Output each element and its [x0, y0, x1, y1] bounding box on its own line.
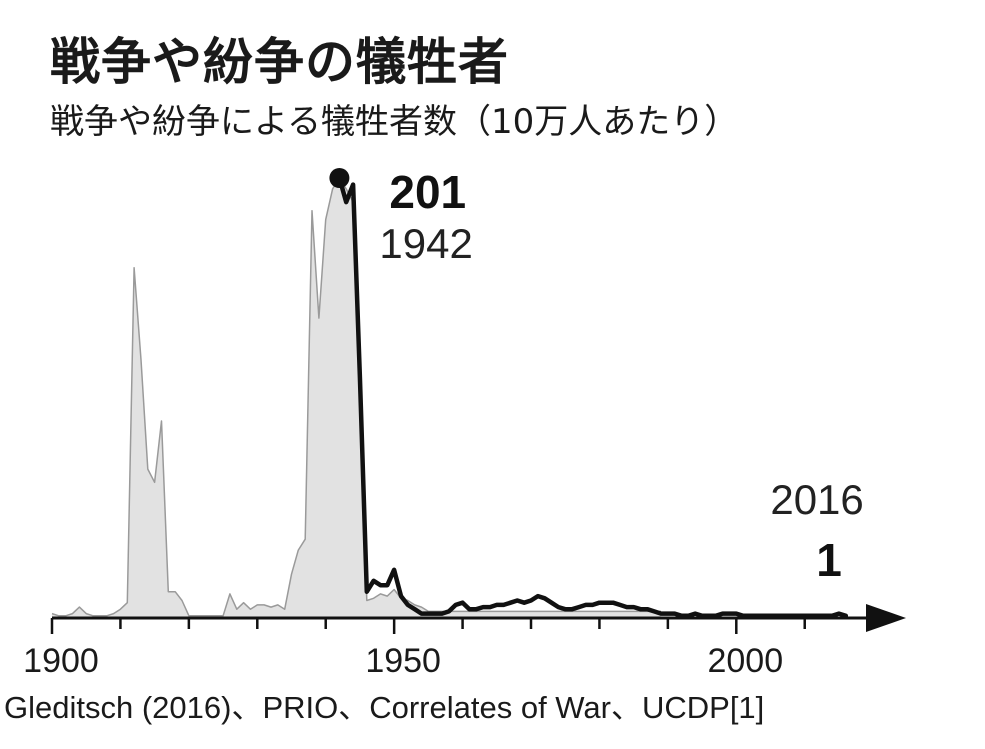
peak-value-label: 201 — [389, 166, 466, 218]
x-axis-arrow-icon — [866, 604, 906, 632]
line-layer — [329, 168, 849, 619]
x-tick-label-1900: 1900 — [23, 642, 99, 680]
area-series-fill-0 — [52, 178, 661, 618]
x-axis: 1900 1950 2000 — [23, 604, 906, 680]
end-value-label: 1 — [816, 534, 842, 586]
end-year-label: 2016 — [770, 476, 863, 523]
peak-marker — [329, 168, 350, 188]
line-series-1 — [337, 175, 849, 619]
x-tick-label-2000: 2000 — [707, 642, 783, 680]
x-tick-label-1950: 1950 — [365, 642, 441, 680]
peak-year-label: 1942 — [379, 220, 472, 267]
chart-subtitle: 戦争や紛争による犠牲者数（10万人あたり） — [50, 102, 739, 142]
chart-title: 戦争や紛争の犠牲者 — [50, 33, 509, 91]
source-credit: Gleditsch (2016)、PRIO、Correlates of War、… — [4, 690, 765, 725]
